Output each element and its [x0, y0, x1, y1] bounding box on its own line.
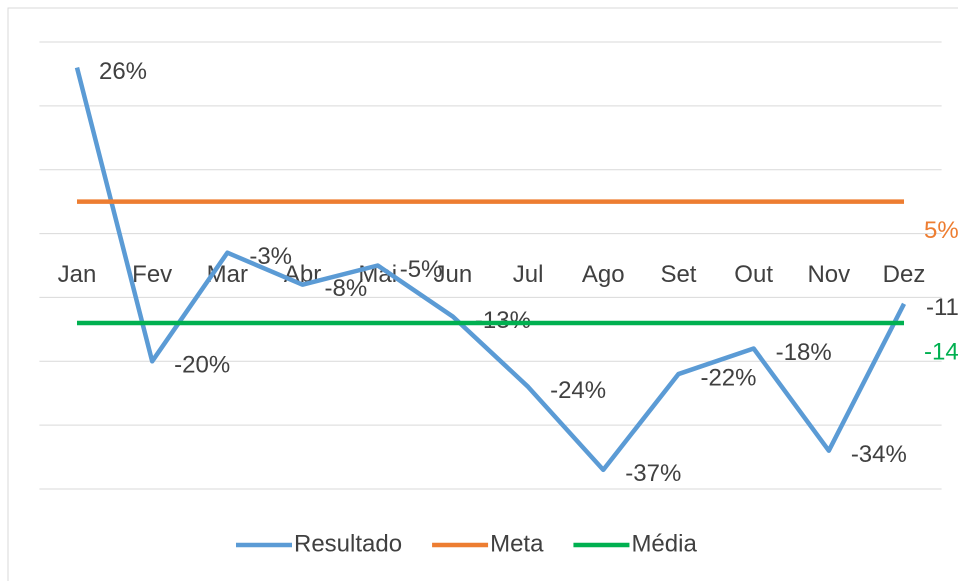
data-label: 26%	[99, 58, 147, 85]
data-label: -5%	[400, 256, 443, 283]
x-tick-label: Fev	[132, 261, 172, 288]
data-label: -13%	[475, 307, 531, 334]
x-tick-label: Jun	[434, 261, 473, 288]
data-label: -3%	[249, 243, 292, 270]
chart-border	[7, 7, 958, 581]
x-tick-label: Jul	[513, 261, 544, 288]
series-line	[74, 66, 907, 473]
x-tick-label: Ago	[582, 261, 625, 288]
x-tick-label: Out	[734, 261, 773, 288]
data-label: -22%	[700, 364, 756, 391]
x-tick-label: Nov	[807, 261, 850, 288]
x-tick-label: Jan	[58, 261, 97, 288]
data-label: -8%	[325, 275, 368, 302]
data-label: -20%	[174, 352, 230, 379]
x-tick-label: Set	[660, 261, 696, 288]
data-label: 5%	[924, 217, 958, 244]
data-label: -37%	[625, 460, 681, 487]
data-label: -18%	[776, 339, 832, 366]
legend-label: Resultado	[294, 530, 402, 557]
data-label: -11%	[926, 294, 958, 321]
data-label: -14%	[924, 338, 958, 365]
legend-label: Média	[631, 530, 697, 557]
data-label: -34%	[851, 441, 907, 468]
data-label: -24%	[550, 377, 606, 404]
x-tick-label: Dez	[883, 261, 926, 288]
legend-label: Meta	[490, 530, 544, 557]
